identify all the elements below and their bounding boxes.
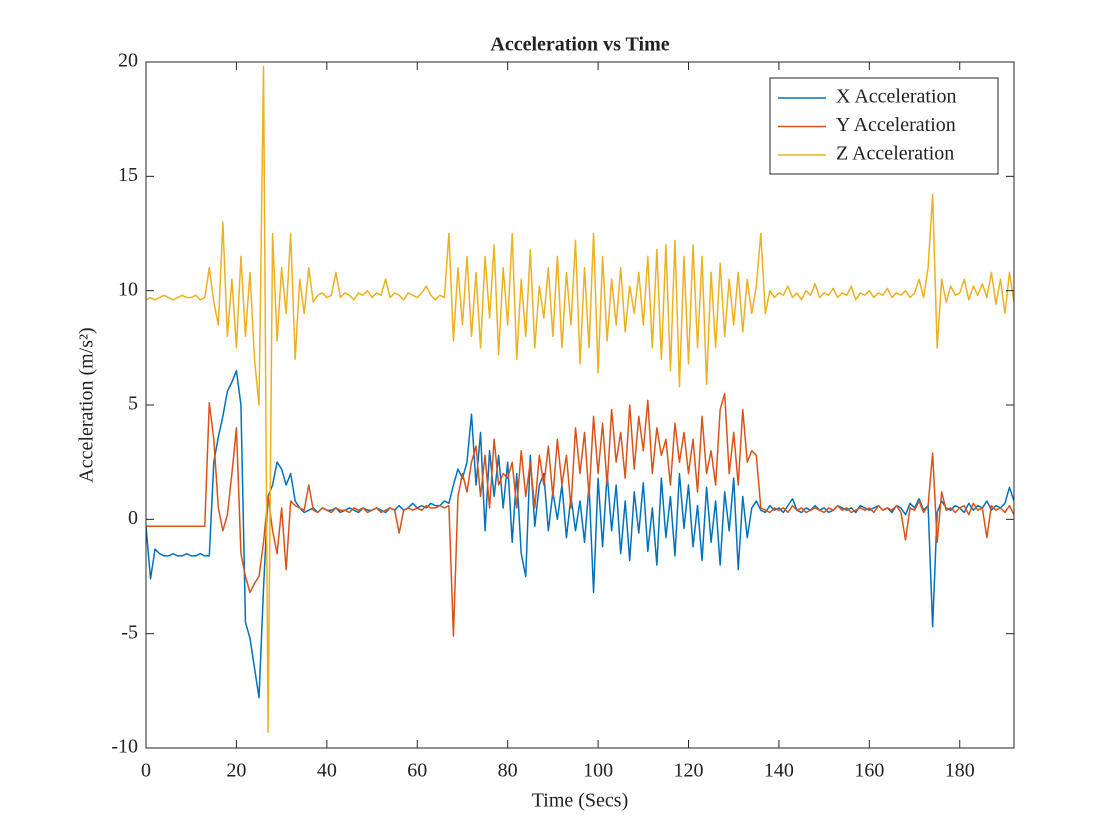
- y-tick-label: 10: [118, 278, 138, 300]
- x-tick-label: 80: [498, 760, 518, 782]
- x-tick-label: 60: [407, 760, 427, 782]
- plot-lines: [146, 65, 1014, 733]
- y-axis-label: Acceleration (m/s²): [76, 327, 98, 482]
- data-line: [146, 369, 1014, 699]
- legend-label: Z Acceleration: [836, 143, 954, 165]
- x-tick-label: 40: [317, 760, 337, 782]
- x-tick-label: 100: [583, 760, 613, 782]
- x-tick-label: 0: [141, 760, 151, 782]
- x-tick-label: 140: [764, 760, 794, 782]
- y-tick-label: 5: [128, 393, 138, 415]
- x-tick-label: 180: [945, 760, 975, 782]
- x-tick-label: 20: [226, 760, 246, 782]
- data-line: [146, 392, 1014, 637]
- data-line: [146, 65, 1014, 733]
- legend-label: Y Acceleration: [836, 114, 956, 136]
- x-axis-label: Time (Secs): [532, 790, 628, 812]
- y-tick-label: -5: [121, 621, 138, 643]
- y-tick-label: 15: [118, 164, 138, 186]
- x-tick-label: 120: [674, 760, 704, 782]
- legend-label: X Acceleration: [836, 86, 957, 108]
- y-tick-label: 20: [118, 50, 138, 72]
- y-tick-label: 0: [128, 507, 138, 529]
- x-tick-label: 160: [854, 760, 884, 782]
- chart-title: Acceleration vs Time: [490, 34, 669, 56]
- y-tick-label: -10: [111, 736, 138, 758]
